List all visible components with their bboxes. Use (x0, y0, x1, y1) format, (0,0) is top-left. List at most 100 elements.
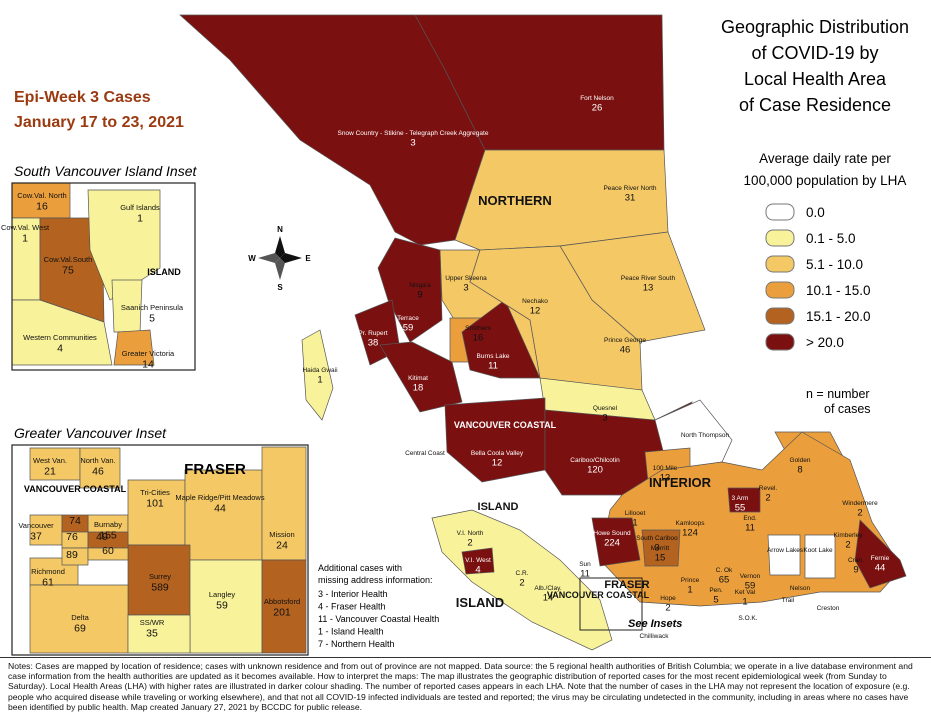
legend-label: 10.1 - 15.0 (806, 283, 871, 298)
legend-swatch (765, 333, 795, 351)
title-line: Geographic Distribution (721, 17, 909, 37)
area-cases: 2 (765, 493, 770, 504)
area-name: Ket Val (735, 589, 756, 596)
legend-label: 0.0 (806, 205, 825, 220)
area (79, 447, 121, 489)
area (87, 547, 129, 561)
area (854, 519, 907, 589)
area-cases: 65 (719, 575, 730, 586)
legend-title: 100,000 population by LHA (744, 173, 907, 188)
area-name: Hope (660, 595, 676, 602)
area-cases: 2 (467, 538, 472, 549)
area (461, 299, 541, 379)
area-cases: 49 (96, 531, 108, 543)
area-cases: 11 (745, 523, 755, 534)
area (184, 469, 263, 561)
missing-item: 1 - Island Health (318, 627, 384, 637)
area-cases: 69 (74, 623, 86, 635)
inset-title: South Vancouver Island Inset (14, 163, 197, 179)
area-cases: 4 (475, 565, 480, 576)
area-cases: 1 (687, 585, 692, 596)
area-cases: 5 (149, 313, 155, 325)
area-cases: 55 (735, 503, 746, 514)
area-name: Kitimat (408, 375, 428, 382)
area-name: Quesnel (593, 405, 618, 412)
area-name: Kamloops (676, 520, 706, 527)
area-name: Smithers (465, 325, 491, 332)
health-authority: FRASER (604, 579, 649, 591)
legend-swatch (765, 255, 795, 273)
area-name: Tri-Cities (140, 488, 170, 497)
title: Geographic Distribution of COVID-19 by Loc… (721, 17, 909, 115)
area-name: Alb./Clay. (534, 585, 562, 592)
area-cases: 11 (580, 569, 590, 580)
area-cases: 37 (30, 531, 42, 543)
area-cases: 11 (488, 361, 498, 372)
area-name: Cow.Val. West (1, 223, 50, 232)
legend: Average daily rate per 100,000 population… (744, 151, 907, 416)
area-name: Prince George (604, 337, 646, 344)
title-line: of COVID-19 by (751, 43, 878, 63)
area-cases: 1 (317, 375, 322, 386)
area-cases: 16 (473, 333, 484, 344)
area-cases: 44 (214, 503, 226, 515)
area-name: Golden (790, 457, 811, 464)
area-name: Trail (782, 597, 795, 604)
title-line: of Case Residence (739, 95, 891, 115)
area-name: Sun (579, 561, 591, 568)
legend-label: 5.1 - 10.0 (806, 257, 863, 272)
legend-title: Average daily rate per (759, 151, 891, 166)
area-cases: 89 (66, 549, 78, 561)
divider (0, 657, 931, 658)
inset-title: Greater Vancouver Inset (14, 425, 167, 441)
area-cases: 2 (857, 508, 862, 519)
area-name: North Van. (80, 456, 115, 465)
area-name: Chilliwack (640, 633, 670, 640)
legend-swatch (765, 203, 795, 221)
compass-letter: S (277, 283, 283, 292)
compass: N S E W (248, 225, 311, 292)
area-cases: 155 (99, 530, 117, 542)
area-cases: 201 (273, 607, 291, 619)
area-name: Gulf Islands (120, 203, 160, 212)
area-cases: 8 (797, 465, 802, 476)
area-cases: 9 (417, 290, 422, 301)
area-cases: 4 (57, 343, 63, 355)
area-name: Merritt (651, 545, 670, 552)
area-name: Cow.Val.South (44, 255, 93, 264)
area-name: Cran. (848, 557, 864, 564)
area-cases: 61 (42, 577, 54, 589)
area-name: Central Coast (405, 450, 445, 457)
area-cases: 74 (69, 515, 81, 527)
area-cases: 2 (845, 540, 850, 551)
area-name: Peace River North (603, 185, 656, 192)
area-cases: 46 (92, 466, 104, 478)
area-name: West Van. (33, 456, 67, 465)
area-cases: 75 (62, 265, 74, 277)
area-name: S.O.K. (738, 615, 757, 622)
inset-region: ISLAND (147, 267, 181, 277)
area-cases: 3 (654, 543, 659, 554)
area-cases: 46 (620, 345, 631, 356)
see-insets: See Insets (628, 618, 682, 630)
area-name: Cariboo/Chilcotin (570, 457, 620, 464)
inset-locator (579, 577, 643, 631)
area-cases: 59 (403, 323, 414, 334)
inset-region: VANCOUVER COASTAL (24, 484, 127, 494)
area (261, 559, 307, 654)
area (113, 329, 155, 366)
area-name: Prince (681, 577, 700, 584)
area-cases: 13 (660, 473, 671, 484)
compass-letter: E (305, 254, 311, 263)
area-cases: 2 (519, 578, 524, 589)
health-authority: VANCOUVER COASTAL (547, 590, 650, 600)
area (61, 547, 89, 566)
inset-frame (11, 182, 196, 371)
date-range: January 17 to 23, 2021 (14, 114, 184, 131)
area-name: Peace River South (621, 275, 676, 282)
area-cases: 589 (151, 582, 169, 594)
area (767, 534, 801, 576)
area (127, 614, 191, 654)
area (727, 487, 761, 513)
